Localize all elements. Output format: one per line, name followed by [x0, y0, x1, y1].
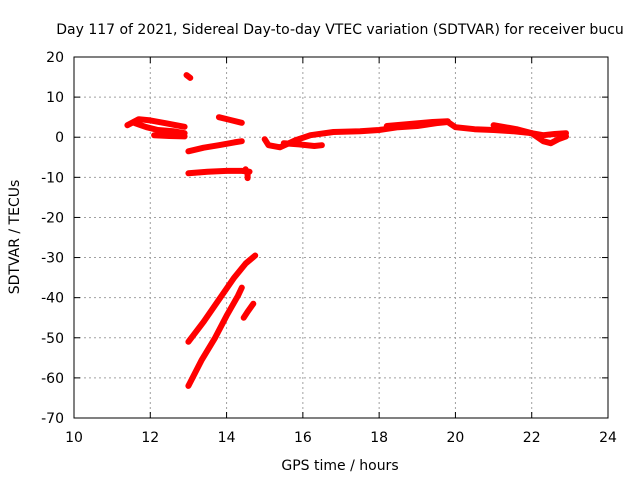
grid: [74, 57, 608, 418]
series-isolated-point: [183, 72, 194, 81]
x-tick-label: 22: [523, 430, 541, 446]
y-tick-label: -30: [41, 251, 64, 267]
x-tick-label: 24: [599, 430, 617, 446]
series-arc-steep-1: [185, 252, 259, 345]
series-arc-13a: [215, 114, 245, 126]
y-tick-label: -50: [41, 331, 64, 347]
y-axis-label: SDTVAR / TECUs: [7, 180, 23, 295]
y-tick-labels: 20 10 0 -10 -20 -30 -40 -50 -60 -70: [41, 50, 64, 427]
series-arc-steep-3: [240, 300, 257, 321]
y-tick-label: -70: [41, 411, 64, 427]
data-series: [124, 72, 569, 389]
y-tick-label: -10: [41, 170, 64, 186]
x-axis-label: GPS time / hours: [281, 458, 398, 474]
x-tick-labels: 10 12 14 16 18 20 22 24: [65, 430, 617, 446]
x-tick-label: 10: [65, 430, 83, 446]
y-tick-label: -20: [41, 210, 64, 226]
ticks: [73, 56, 609, 419]
chart-title: Day 117 of 2021, Sidereal Day-to-day VTE…: [56, 22, 624, 38]
series-arc-13d: [242, 166, 251, 182]
series-arc-late-upper: [383, 118, 451, 129]
x-tick-label: 20: [447, 430, 465, 446]
series-arc-late-dip: [280, 140, 325, 149]
y-tick-label: 20: [46, 50, 64, 66]
x-tick-label: 12: [141, 430, 159, 446]
x-tick-label: 18: [370, 430, 388, 446]
series-arc-late-tail: [490, 122, 569, 147]
x-tick-label: 16: [294, 430, 312, 446]
y-tick-label: -60: [41, 371, 64, 387]
y-tick-label: 0: [55, 130, 64, 146]
series-arc-early-tail: [151, 132, 188, 140]
series-arc-early-lower: [132, 120, 188, 137]
series-arc-13c: [185, 167, 253, 177]
series-arc-13b: [185, 138, 245, 155]
plot-frame: [73, 56, 609, 419]
x-tick-label: 14: [218, 430, 236, 446]
series-arc-steep-2: [185, 284, 245, 389]
y-tick-label: 10: [46, 90, 64, 106]
y-tick-label: -40: [41, 291, 64, 307]
